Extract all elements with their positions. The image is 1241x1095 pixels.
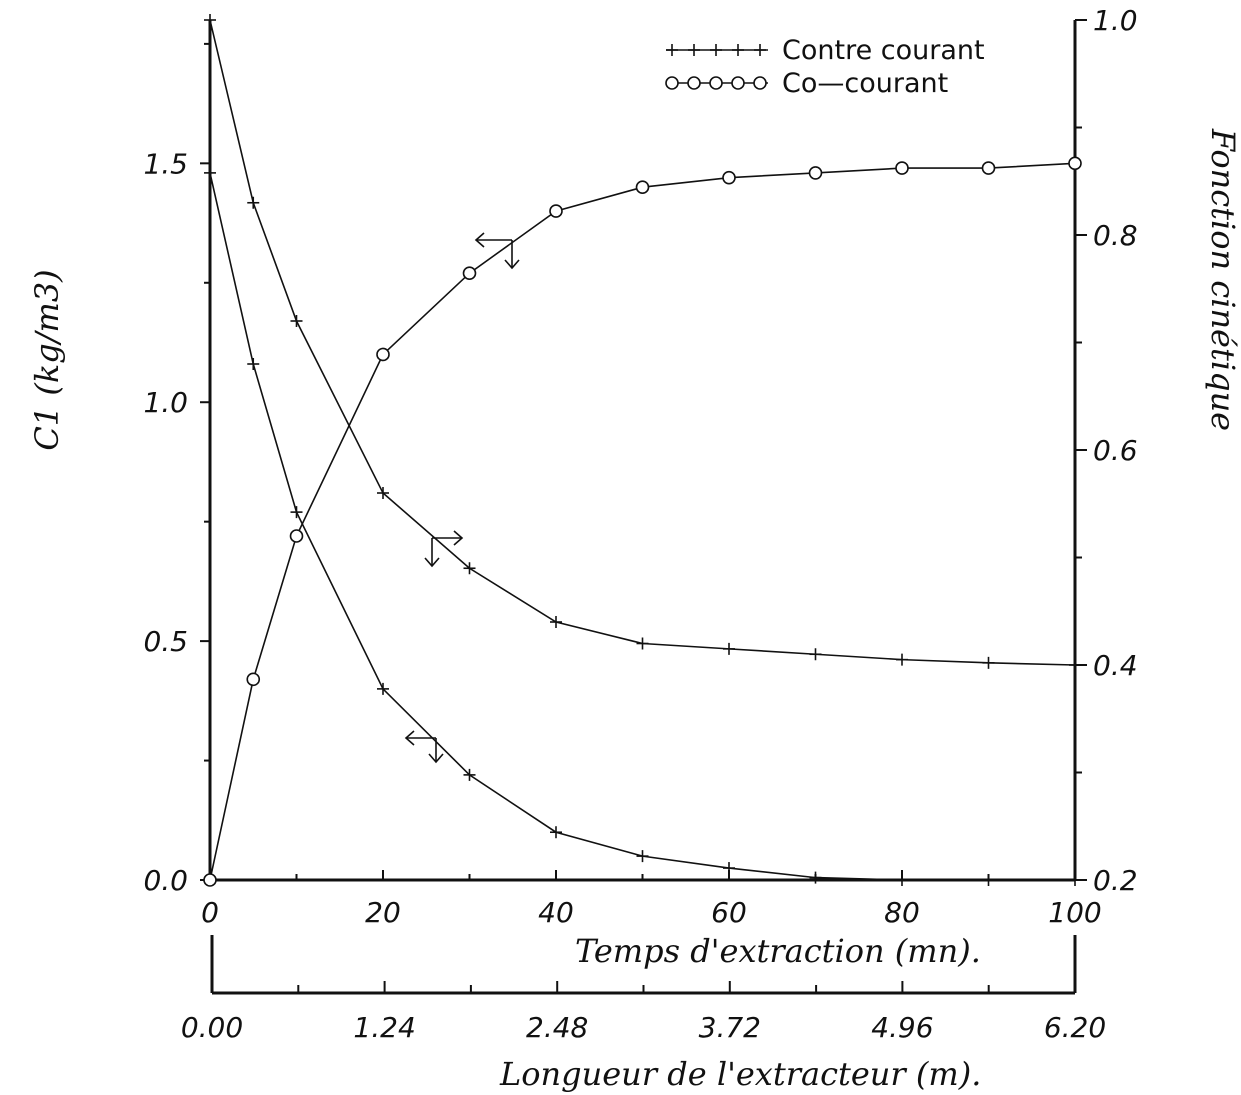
legend-label-contre-courant: Contre courant (782, 35, 985, 66)
x-tick-label: 60 (711, 896, 747, 929)
ticks-layer: 0 20 40 60 80 100 0.00 1.24 2.48 3.72 4.96 6.20 0.0 0… (143, 4, 1137, 1044)
y-left-tick-label: 0.5 (143, 625, 188, 658)
series-line-0 (209, 19, 1076, 666)
legend-marker-contre-courant (666, 44, 768, 56)
arrow-icon-contre-courant (424, 530, 464, 568)
data-point-circle (462, 266, 477, 281)
data-point-plus (723, 642, 735, 655)
x-tick-label: 40 (538, 896, 574, 929)
x-tick-label: 0 (201, 896, 219, 929)
data-point-circle (722, 170, 736, 185)
data-point-circle (289, 529, 304, 543)
legend-marker-co-courant (665, 76, 768, 90)
data-point-plus (982, 656, 995, 669)
x2-tick-label: 0.00 (181, 1011, 243, 1044)
x-tick-label: 20 (365, 896, 401, 929)
data-point-circle (981, 161, 996, 175)
arrow-icon-co-courant (474, 232, 520, 270)
y-right-tick-label: 0.8 (1093, 219, 1138, 252)
legend-plus-marker (732, 44, 744, 56)
series-layer (209, 19, 1076, 881)
x-axis-title: Temps d'extraction (mn). (575, 932, 981, 970)
legend-plus-marker (688, 44, 700, 56)
y-right-tick-label: 0.6 (1093, 434, 1138, 467)
data-point-plus (550, 826, 562, 839)
data-point-plus (204, 166, 216, 179)
data-point-plus (982, 874, 995, 886)
y-right-tick-label: 1.0 (1093, 4, 1138, 37)
legend-label-co-courant: Co—courant (782, 68, 948, 99)
data-point-plus (290, 315, 303, 327)
arrow-icon-concentration (404, 730, 444, 764)
data-point-circle (376, 347, 390, 362)
y-left-tick-label: 0.0 (143, 864, 188, 897)
legend-plus-marker (666, 44, 678, 56)
data-point-plus (247, 358, 260, 370)
legend-circle-marker (753, 76, 767, 90)
series-line-2 (209, 172, 1075, 881)
data-point-circle (808, 166, 823, 180)
data-point-circle (246, 672, 261, 687)
x2-tick-label: 3.72 (699, 1011, 761, 1044)
data-point-plus (636, 637, 649, 650)
legend-plus-marker (710, 44, 722, 56)
legend-circle-marker (731, 76, 745, 90)
y-left-tick-label: 1.5 (143, 147, 188, 180)
series-line-1 (209, 162, 1076, 881)
data-point-plus (723, 862, 735, 875)
data-point-plus (377, 487, 389, 499)
data-point-circle (895, 161, 909, 175)
x2-axis-title: Longueur de l'extracteur (m). (499, 1055, 981, 1093)
data-point-circle (203, 873, 217, 887)
data-point-plus (1069, 659, 1081, 671)
y-left-tick-label: 1.0 (143, 386, 188, 419)
data-point-plus (809, 648, 822, 661)
data-point-plus (463, 768, 476, 781)
legend-circle-marker (687, 76, 701, 90)
data-point-plus (204, 14, 216, 26)
legend-circle-marker (665, 76, 679, 90)
data-point-plus (550, 616, 562, 628)
x-tick-label: 80 (884, 896, 920, 929)
y-right-axis-title: Fonction cinétique (1204, 128, 1241, 431)
data-point-plus (463, 562, 476, 575)
x2-tick-label: 1.24 (353, 1011, 415, 1044)
data-point-plus (1069, 874, 1081, 886)
x-tick-label: 100 (1048, 896, 1101, 929)
data-point-circle (1068, 156, 1082, 171)
data-point-plus (290, 506, 303, 519)
data-point-plus (247, 196, 260, 209)
data-point-plus (896, 874, 908, 886)
data-point-circle (549, 204, 563, 218)
data-point-plus (377, 682, 389, 695)
legend-circle-marker (709, 76, 723, 90)
x2-tick-label: 6.20 (1044, 1011, 1106, 1044)
data-point-plus (809, 871, 822, 884)
x2-tick-label: 4.96 (871, 1011, 933, 1044)
x2-tick-label: 2.48 (526, 1011, 588, 1044)
y-left-axis-title: C1 (kg/m3) (28, 269, 66, 450)
legend-plus-marker (754, 44, 766, 56)
y-right-tick-label: 0.4 (1093, 649, 1138, 682)
markers-layer (203, 14, 1082, 887)
y-right-tick-label: 0.2 (1093, 864, 1138, 897)
legend: Contre courant Co—courant (665, 35, 985, 99)
data-point-circle (635, 180, 650, 195)
data-point-plus (896, 653, 908, 666)
data-point-plus (636, 850, 649, 863)
